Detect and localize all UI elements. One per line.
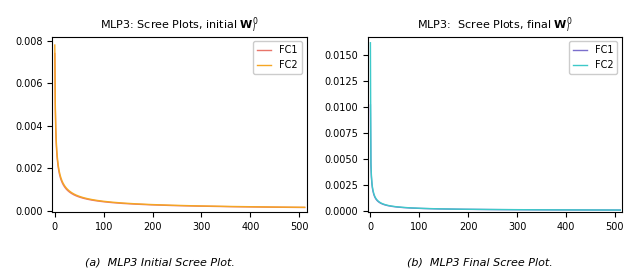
FC2 — [255, 205, 263, 209]
FC2 — [161, 203, 169, 207]
FC1 — [255, 206, 263, 209]
Line: FC2: FC2 — [371, 43, 620, 210]
FC2 — [51, 43, 59, 47]
FC2 — [571, 208, 579, 211]
FC1 — [51, 52, 59, 55]
FC2 — [371, 196, 379, 199]
Line: FC1: FC1 — [55, 54, 305, 207]
FC2 — [86, 198, 94, 201]
Line: FC2: FC2 — [55, 45, 305, 207]
Text: (a)  MLP3 Initial Scree Plot.: (a) MLP3 Initial Scree Plot. — [85, 257, 235, 267]
FC1 — [371, 196, 379, 200]
FC1 — [56, 174, 63, 177]
Text: (b)  MLP3 Final Scree Plot.: (b) MLP3 Final Scree Plot. — [407, 257, 553, 267]
Title: MLP3: Scree Plots, initial $\mathbf{W}_l^0$: MLP3: Scree Plots, initial $\mathbf{W}_l… — [100, 15, 259, 35]
FC1 — [301, 206, 308, 209]
FC2 — [367, 41, 374, 44]
FC2 — [56, 172, 63, 175]
FC2 — [301, 206, 308, 209]
FC1 — [616, 209, 624, 212]
FC2 — [589, 209, 597, 212]
FC1 — [161, 204, 169, 207]
FC1 — [274, 206, 282, 209]
FC1 — [86, 198, 94, 202]
FC2 — [450, 207, 458, 211]
FC2 — [616, 209, 624, 212]
Legend: FC1, FC2: FC1, FC2 — [568, 41, 618, 74]
FC2 — [274, 206, 282, 209]
FC2 — [403, 206, 410, 209]
FC1 — [367, 103, 374, 107]
FC2 — [134, 202, 142, 206]
Legend: FC1, FC2: FC1, FC2 — [253, 41, 302, 74]
Line: FC1: FC1 — [371, 105, 620, 210]
FC2 — [477, 208, 484, 211]
FC1 — [477, 208, 484, 211]
Title: MLP3:  Scree Plots, final $\mathbf{W}_l^0$: MLP3: Scree Plots, final $\mathbf{W}_l^0… — [417, 15, 573, 35]
FC1 — [450, 208, 458, 211]
FC1 — [134, 203, 142, 206]
FC1 — [589, 209, 597, 212]
FC1 — [571, 208, 579, 211]
FC1 — [403, 206, 410, 209]
